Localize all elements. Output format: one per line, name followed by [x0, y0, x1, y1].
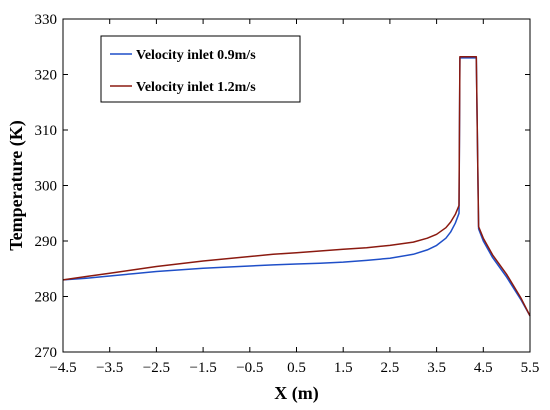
- y-tick-label: 280: [35, 290, 58, 306]
- y-tick-label: 310: [35, 123, 58, 139]
- y-tick-label: 270: [35, 345, 58, 361]
- series-lines: [62, 55, 531, 317]
- y-tick-label: 330: [35, 12, 58, 28]
- y-tick-label: 300: [35, 179, 58, 195]
- x-axis-label: X (m): [274, 383, 318, 404]
- legend-label-1: Velocity inlet 1.2m/s: [136, 80, 256, 95]
- legend-label-0: Velocity inlet 0.9m/s: [136, 48, 256, 63]
- series-line-1: [62, 55, 531, 317]
- y-tick-label: 320: [35, 68, 58, 84]
- x-ticks: −4.5 −3.5 −2.5 −1.5 −0.5 0.5 1.5 2.5 3.5 4.5 5.5: [49, 19, 539, 376]
- y-ticks: 270 280 290 300 310 320 330: [35, 12, 530, 361]
- legend-box: [100, 35, 301, 103]
- x-tick-label: −0.5: [236, 360, 263, 376]
- x-tick-label: 1.5: [334, 360, 353, 376]
- x-tick-label: 4.5: [474, 360, 493, 376]
- x-tick-label: −2.5: [143, 360, 170, 376]
- x-tick-label: 2.5: [381, 360, 400, 376]
- x-tick-label: −4.5: [49, 360, 76, 376]
- y-axis-label: Temperature (K): [6, 120, 27, 250]
- x-tick-label: 3.5: [427, 360, 446, 376]
- x-tick-label: −1.5: [189, 360, 216, 376]
- x-tick-label: 5.5: [521, 360, 540, 376]
- x-tick-label: −3.5: [96, 360, 123, 376]
- x-tick-label: 0.5: [287, 360, 306, 376]
- y-tick-label: 290: [35, 234, 58, 250]
- legend: Velocity inlet 0.9m/s Velocity inlet 1.2…: [100, 35, 301, 103]
